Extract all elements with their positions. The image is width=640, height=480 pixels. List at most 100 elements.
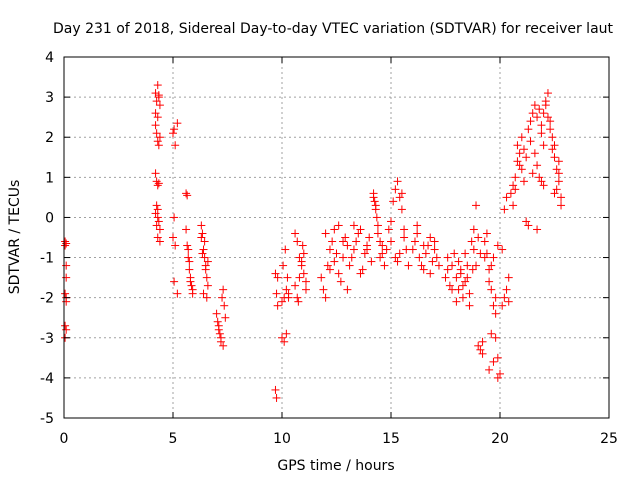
data-point [356,269,365,278]
data-point [325,245,334,254]
data-point [554,169,563,178]
data-point [487,329,496,338]
data-point [491,309,500,318]
data-point [202,293,211,302]
data-point [182,225,191,234]
data-point [526,117,535,126]
plot-frame [63,56,610,419]
data-point [61,321,70,330]
data-point [169,129,177,138]
data-point [173,289,182,298]
data-point [465,289,474,298]
data-point [456,265,465,274]
data-point [212,309,221,318]
data-point [339,237,348,246]
data-point [426,269,435,278]
data-point [443,253,452,262]
data-point [294,297,303,306]
data-point [524,125,533,134]
data-point [280,337,289,346]
data-point [282,285,291,294]
data-point [199,245,208,254]
data-point [170,125,179,134]
y-tick-label: -1 [40,251,54,267]
data-point [352,237,361,246]
data-point [321,293,330,302]
data-point [496,369,504,378]
data-point [493,241,502,250]
data-point [533,225,542,234]
data-point [428,257,437,266]
data-point [319,285,328,294]
data-point [465,301,474,310]
data-point [151,121,160,130]
data-point [478,337,487,346]
data-point [216,333,225,342]
x-tick-label: 25 [600,431,618,447]
data-point [528,169,537,178]
data-point [219,341,228,350]
data-point [328,237,337,246]
data-point [341,233,350,242]
data-point [478,349,487,358]
data-point [221,313,230,322]
data-point [539,141,548,150]
data-point [419,241,428,250]
data-point [387,237,395,246]
data-point [317,273,326,282]
data-point [537,177,546,186]
data-point [546,117,555,126]
data-point [511,185,520,194]
data-point [151,109,160,118]
data-point [432,253,441,262]
data-point [213,317,222,326]
data-point [441,273,450,282]
data-point [543,89,552,98]
data-point [185,257,194,266]
x-tick-label: 15 [382,431,400,447]
data-point [458,281,467,290]
data-point [278,333,286,342]
data-point [500,293,509,302]
data-point [154,141,163,150]
data-point [185,265,194,274]
y-tick-labels: -5 -4 -3 -2 -1 0 1 2 3 4 [40,50,54,427]
data-point [517,133,526,142]
data-point [360,249,369,258]
data-point [504,273,513,282]
data-point [154,179,163,188]
data-point [408,245,417,254]
data-point [533,113,542,122]
data-point [469,245,478,254]
data-point [203,257,212,266]
data-point [336,277,345,286]
data-point [279,261,288,270]
data-point [153,137,162,146]
y-tick-label: 1 [45,170,54,186]
data-point [400,225,409,234]
data-point [370,197,379,206]
data-point [153,81,162,90]
data-point [448,285,457,294]
data-point [513,141,522,150]
data-point [421,249,430,258]
data-point [184,245,193,254]
data-point [283,273,292,282]
data-point [356,225,365,234]
data-point [552,185,561,194]
data-point [504,297,513,306]
data-point [443,265,452,274]
data-point [273,301,282,310]
data-point [295,273,304,282]
data-point [298,241,307,250]
data-point [487,285,496,294]
data-point [493,373,502,382]
data-point [509,201,518,210]
data-point [184,253,193,262]
data-point [301,277,310,286]
data-point [152,221,161,230]
data-point [522,217,531,226]
data-point [151,209,160,218]
y-tick-label: 2 [45,130,54,146]
